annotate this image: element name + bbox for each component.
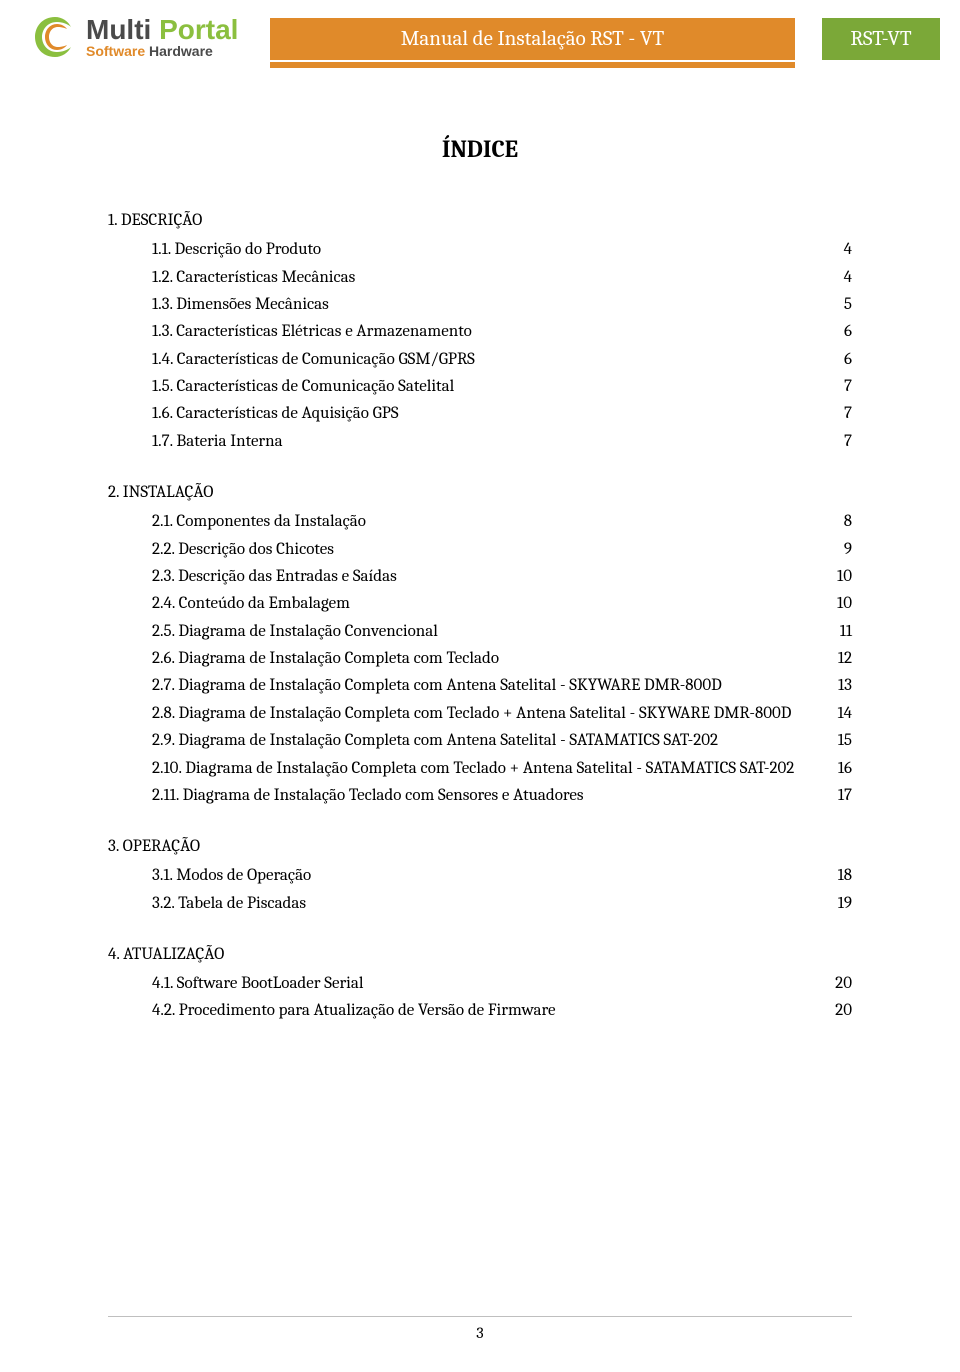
toc-entry-label: 1.2. Características Mecânicas xyxy=(152,268,812,287)
toc-entry: 1.4. Características de Comunicação GSM/… xyxy=(108,346,852,373)
toc-entry-page: 7 xyxy=(812,404,852,423)
toc-entry-page: 17 xyxy=(812,786,852,805)
toc-entry: 1.6. Características de Aquisição GPS7 xyxy=(108,400,852,427)
toc-entry-page: 4 xyxy=(812,240,852,259)
toc-section-head: 2. INSTALAÇÃO xyxy=(108,483,852,502)
toc-entry-label: 2.6. Diagrama de Instalação Completa com… xyxy=(152,649,812,668)
toc-entry-page: 19 xyxy=(812,894,852,913)
toc-entry-label: 2.8. Diagrama de Instalação Completa com… xyxy=(152,704,812,723)
toc-entry-label: 2.11. Diagrama de Instalação Teclado com… xyxy=(152,786,812,805)
toc-entry-label: 2.7. Diagrama de Instalação Completa com… xyxy=(152,676,812,695)
toc-entry-label: 4.1. Software BootLoader Serial xyxy=(152,974,812,993)
page-header: Multi Portal Software Hardware Manual de… xyxy=(0,0,960,85)
logo-word-multi: Multi xyxy=(86,14,151,45)
page-content: ÍNDICE 1. DESCRIÇÃO 1.1. Descrição do Pro… xyxy=(0,85,960,1025)
header-accent-bar xyxy=(270,62,795,68)
toc-entry: 1.3. Dimensões Mecânicas5 xyxy=(108,291,852,318)
toc-entry: 1.7. Bateria Interna7 xyxy=(108,428,852,455)
toc-entry-label: 1.5. Características de Comunicação Sate… xyxy=(152,377,812,396)
toc-entry: 2.6. Diagrama de Instalação Completa com… xyxy=(108,645,852,672)
header-badge: RST-VT xyxy=(822,18,940,60)
toc-entry-page: 13 xyxy=(812,676,852,695)
toc-entry-page: 5 xyxy=(812,295,852,314)
toc-entry-page: 20 xyxy=(812,1001,852,1020)
toc-entry-page: 10 xyxy=(812,567,852,586)
toc-entry: 1.1. Descrição do Produto4 xyxy=(108,236,852,263)
toc-section-head: 1. DESCRIÇÃO xyxy=(108,211,852,230)
table-of-contents: 1. DESCRIÇÃO1.1. Descrição do Produto41.… xyxy=(108,211,852,1025)
toc-entry-page: 20 xyxy=(812,974,852,993)
toc-entry: 2.8. Diagrama de Instalação Completa com… xyxy=(108,700,852,727)
toc-entry-page: 8 xyxy=(812,512,852,531)
toc-entry-label: 1.4. Características de Comunicação GSM/… xyxy=(152,350,812,369)
logo-word-portal: Portal xyxy=(159,14,238,45)
page-title: ÍNDICE xyxy=(108,135,852,163)
toc-entry-label: 2.1. Componentes da Instalação xyxy=(152,512,812,531)
toc-entry-label: 1.1. Descrição do Produto xyxy=(152,240,812,259)
toc-entry-page: 16 xyxy=(812,759,852,778)
toc-entry: 2.11. Diagrama de Instalação Teclado com… xyxy=(108,782,852,809)
toc-entry-page: 18 xyxy=(812,866,852,885)
toc-entry-label: 2.9. Diagrama de Instalação Completa com… xyxy=(152,731,812,750)
toc-entry: 2.1. Componentes da Instalação8 xyxy=(108,508,852,535)
toc-entry-label: 2.4. Conteúdo da Embalagem xyxy=(152,594,812,613)
toc-entry-page: 9 xyxy=(812,540,852,559)
toc-entry-page: 4 xyxy=(812,268,852,287)
logo-text: Multi Portal Software Hardware xyxy=(86,16,238,58)
toc-section-head: 4. ATUALIZAÇÃO xyxy=(108,945,852,964)
logo: Multi Portal Software Hardware xyxy=(30,12,238,62)
toc-entry-label: 1.6. Características de Aquisição GPS xyxy=(152,404,812,423)
toc-entry-page: 10 xyxy=(812,594,852,613)
toc-entry: 2.10. Diagrama de Instalação Completa co… xyxy=(108,754,852,781)
toc-entry: 4.2. Procedimento para Atualização de Ve… xyxy=(108,997,852,1024)
toc-entry: 1.5. Características de Comunicação Sate… xyxy=(108,373,852,400)
toc-entry-label: 2.10. Diagrama de Instalação Completa co… xyxy=(152,759,812,778)
toc-entry-label: 1.3. Características Elétricas e Armazen… xyxy=(152,322,812,341)
toc-entry: 2.2. Descrição dos Chicotes9 xyxy=(108,535,852,562)
logo-word-software: Software xyxy=(86,43,145,59)
toc-entry-page: 14 xyxy=(812,704,852,723)
toc-entry: 2.3. Descrição das Entradas e Saídas10 xyxy=(108,563,852,590)
toc-entry-page: 12 xyxy=(812,649,852,668)
footer-divider xyxy=(108,1316,852,1317)
toc-entry-label: 2.2. Descrição dos Chicotes xyxy=(152,540,812,559)
logo-swirl-icon xyxy=(30,12,80,62)
toc-entry-label: 2.3. Descrição das Entradas e Saídas xyxy=(152,567,812,586)
toc-entry: 2.4. Conteúdo da Embalagem10 xyxy=(108,590,852,617)
toc-entry: 1.2. Características Mecânicas4 xyxy=(108,263,852,290)
logo-word-hardware: Hardware xyxy=(149,43,213,59)
toc-entry: 3.2. Tabela de Piscadas19 xyxy=(108,890,852,917)
toc-entry-page: 6 xyxy=(812,350,852,369)
toc-entry-label: 3.2. Tabela de Piscadas xyxy=(152,894,812,913)
toc-entry: 2.7. Diagrama de Instalação Completa com… xyxy=(108,672,852,699)
toc-entry-page: 11 xyxy=(812,622,852,641)
toc-entry: 3.1. Modos de Operação18 xyxy=(108,862,852,889)
toc-entry: 4.1. Software BootLoader Serial20 xyxy=(108,970,852,997)
toc-entry: 2.5. Diagrama de Instalação Convencional… xyxy=(108,618,852,645)
page-number: 3 xyxy=(0,1324,960,1342)
toc-entry-page: 6 xyxy=(812,322,852,341)
toc-entry-page: 7 xyxy=(812,377,852,396)
toc-entry-page: 7 xyxy=(812,432,852,451)
toc-entry-label: 4.2. Procedimento para Atualização de Ve… xyxy=(152,1001,812,1020)
toc-entry-label: 1.3. Dimensões Mecânicas xyxy=(152,295,812,314)
toc-entry-page: 15 xyxy=(812,731,852,750)
toc-entry-label: 2.5. Diagrama de Instalação Convencional xyxy=(152,622,812,641)
toc-section-head: 3. OPERAÇÃO xyxy=(108,837,852,856)
toc-entry-label: 1.7. Bateria Interna xyxy=(152,432,812,451)
toc-entry: 1.3. Características Elétricas e Armazen… xyxy=(108,318,852,345)
toc-entry-label: 3.1. Modos de Operação xyxy=(152,866,812,885)
header-title-bar: Manual de Instalação RST - VT xyxy=(270,18,795,60)
toc-entry: 2.9. Diagrama de Instalação Completa com… xyxy=(108,727,852,754)
